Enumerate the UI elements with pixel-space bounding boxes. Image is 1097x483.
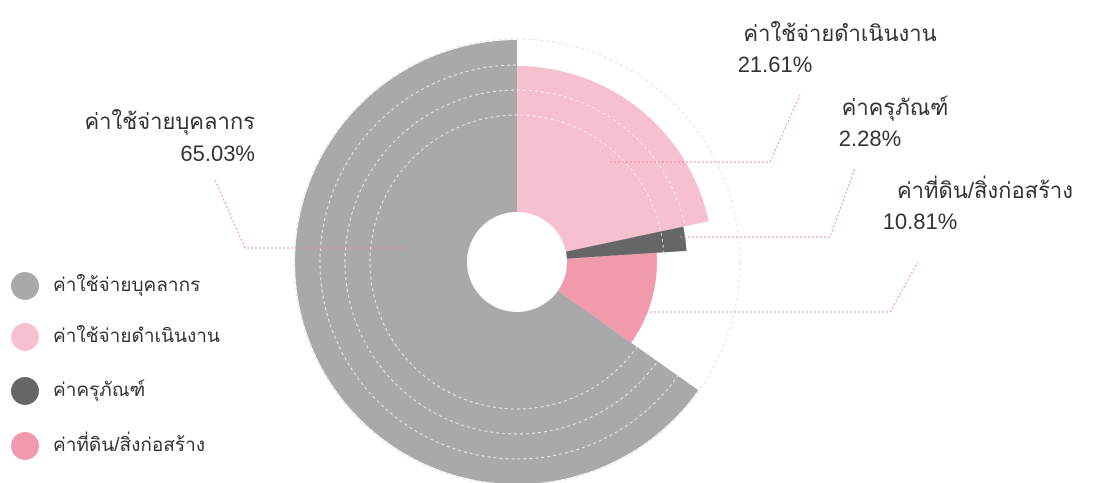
legend-swatch xyxy=(11,323,39,351)
slice-label: ค่าที่ดิน/สิ่งก่อสร้าง xyxy=(897,175,1073,203)
guide-circle xyxy=(369,114,665,410)
guide-circle xyxy=(293,38,741,483)
legend-label: ค่าใช้จ่ายดำเนินงาน xyxy=(53,325,220,347)
guide-circle xyxy=(344,89,690,435)
leader-line xyxy=(610,94,801,163)
legend-swatch xyxy=(11,377,39,405)
value-label: 2.28% xyxy=(839,126,901,151)
slice xyxy=(295,40,699,483)
value-label: 65.03% xyxy=(180,141,255,166)
slice xyxy=(557,252,657,343)
legend-label: ค่าครุภัณฑ์ xyxy=(53,379,145,402)
legend-label: ค่าที่ดิน/สิ่งก่อสร้าง xyxy=(53,431,205,456)
slice xyxy=(565,226,687,259)
legend-label: ค่าใช้จ่ายบุคลากร xyxy=(53,274,200,297)
leader-line xyxy=(214,179,405,249)
legend-swatch xyxy=(11,272,39,300)
legend-swatch xyxy=(11,432,39,460)
guide-circle xyxy=(319,64,715,460)
slice xyxy=(517,66,709,252)
slice-label: ค่าใช้จ่ายดำเนินงาน xyxy=(743,21,936,46)
leader-line xyxy=(680,167,856,238)
value-label: 10.81% xyxy=(883,209,958,234)
slice-label: ค่าครุภัณฑ์ xyxy=(842,95,949,121)
value-label: 21.61% xyxy=(738,52,813,77)
leader-line xyxy=(610,261,919,313)
slice-label: ค่าใช้จ่ายบุคลากร xyxy=(84,109,255,135)
